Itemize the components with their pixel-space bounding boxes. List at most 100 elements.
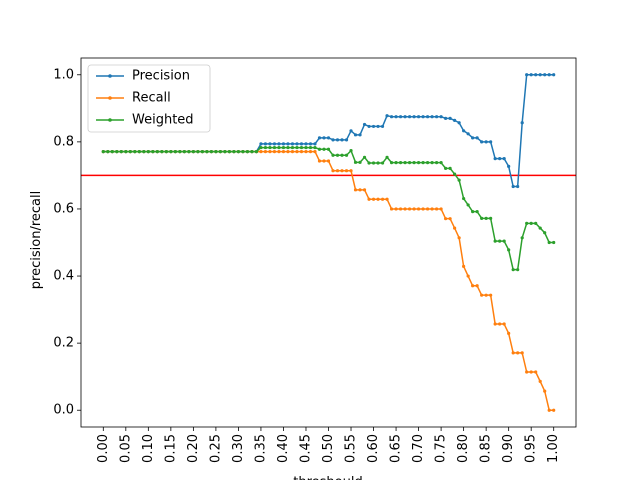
data-point-recall (543, 389, 547, 393)
data-point-weighted (317, 147, 322, 151)
data-point-recall (286, 149, 290, 154)
data-point-weighted (444, 166, 448, 170)
data-point-recall (425, 207, 430, 211)
data-point-weighted (520, 236, 524, 240)
data-point-recall (371, 197, 376, 201)
data-point-precision (543, 73, 547, 77)
data-point-weighted (407, 161, 412, 165)
data-point-precision (425, 115, 430, 119)
data-point-precision (331, 138, 335, 142)
data-point-weighted (358, 160, 362, 164)
data-point-precision (498, 157, 502, 161)
x-tick-label: 0.05 (118, 434, 133, 463)
data-point-weighted (430, 161, 434, 165)
data-point-weighted (349, 148, 353, 153)
data-point-weighted (466, 203, 470, 207)
data-point-weighted (547, 240, 551, 245)
data-point-recall (335, 169, 340, 173)
data-point-precision (263, 142, 268, 146)
y-tick-label: 0.2 (53, 336, 74, 351)
data-point-precision (326, 136, 331, 140)
data-point-weighted (151, 149, 155, 154)
data-point-weighted (308, 145, 313, 150)
data-point-recall (353, 188, 358, 192)
data-point-precision (525, 73, 529, 77)
data-point-recall (344, 169, 349, 173)
data-point-precision (394, 115, 398, 119)
data-point-weighted (209, 149, 213, 154)
x-tick-label: 0.15 (163, 434, 178, 463)
data-point-recall (380, 197, 385, 201)
data-point-precision (480, 140, 484, 144)
data-point-precision (435, 115, 439, 119)
data-point-precision (412, 115, 416, 119)
x-tick-label: 0.60 (366, 434, 381, 463)
data-point-weighted (268, 145, 272, 150)
data-point-weighted (119, 149, 123, 154)
data-point-weighted (525, 221, 529, 225)
data-point-weighted (507, 248, 511, 252)
data-point-precision (489, 140, 493, 144)
data-point-recall (259, 149, 263, 154)
data-point-precision (272, 142, 277, 146)
data-point-precision (277, 142, 281, 146)
data-point-weighted (552, 240, 556, 245)
data-point-precision (362, 122, 367, 127)
x-tick-label: 0.75 (434, 434, 449, 463)
legend-marker-precision (108, 74, 112, 78)
data-point-precision (529, 73, 533, 77)
data-point-weighted (439, 161, 443, 165)
data-point-precision (507, 164, 511, 168)
data-point-recall (502, 322, 506, 326)
y-tick-label: 0.0 (53, 403, 74, 418)
data-point-precision (322, 136, 326, 140)
data-point-precision (520, 121, 524, 125)
data-point-recall (457, 236, 461, 240)
data-point-weighted (241, 149, 245, 154)
x-tick-label: 0.80 (456, 434, 471, 463)
data-point-weighted (421, 161, 425, 165)
data-point-precision (380, 124, 385, 129)
data-point-weighted (169, 149, 173, 154)
data-point-precision (462, 129, 466, 133)
data-point-weighted (371, 161, 376, 165)
data-point-weighted (475, 210, 479, 214)
x-tick-label: 0.45 (298, 434, 313, 463)
data-point-weighted (471, 210, 475, 214)
legend-label-weighted: Weighted (132, 113, 194, 128)
data-point-weighted (322, 147, 326, 151)
data-point-precision (349, 129, 353, 133)
data-point-weighted (191, 149, 195, 154)
legend-label-precision: Precision (132, 69, 190, 84)
legend-marker-weighted (108, 118, 112, 122)
data-point-recall (430, 207, 434, 211)
data-point-recall (529, 370, 533, 374)
legend-box (87, 64, 211, 133)
data-point-weighted (534, 221, 538, 225)
y-tick-label: 0.4 (53, 269, 74, 284)
data-point-precision (304, 142, 308, 146)
data-point-weighted (187, 149, 191, 154)
data-point-precision (407, 115, 412, 119)
data-point-precision (344, 138, 349, 142)
data-point-precision (403, 115, 407, 119)
data-point-recall (498, 322, 502, 326)
data-point-recall (299, 149, 304, 154)
data-point-weighted (259, 145, 263, 150)
data-point-weighted (425, 161, 430, 165)
y-axis-label: precision/recall (29, 191, 44, 289)
legend-marker-recall (108, 96, 112, 100)
data-point-precision (340, 138, 344, 142)
data-point-recall (507, 331, 511, 336)
data-point-weighted (403, 161, 407, 165)
y-tick-label: 0.8 (53, 134, 74, 149)
data-point-precision (471, 136, 475, 140)
data-point-precision (313, 142, 317, 146)
data-point-precision (516, 184, 520, 189)
data-point-recall (407, 207, 412, 211)
data-point-precision (502, 157, 506, 161)
data-point-weighted (543, 231, 547, 235)
data-point-recall (394, 207, 398, 211)
data-point-recall (480, 293, 484, 297)
data-point-weighted (128, 149, 132, 154)
